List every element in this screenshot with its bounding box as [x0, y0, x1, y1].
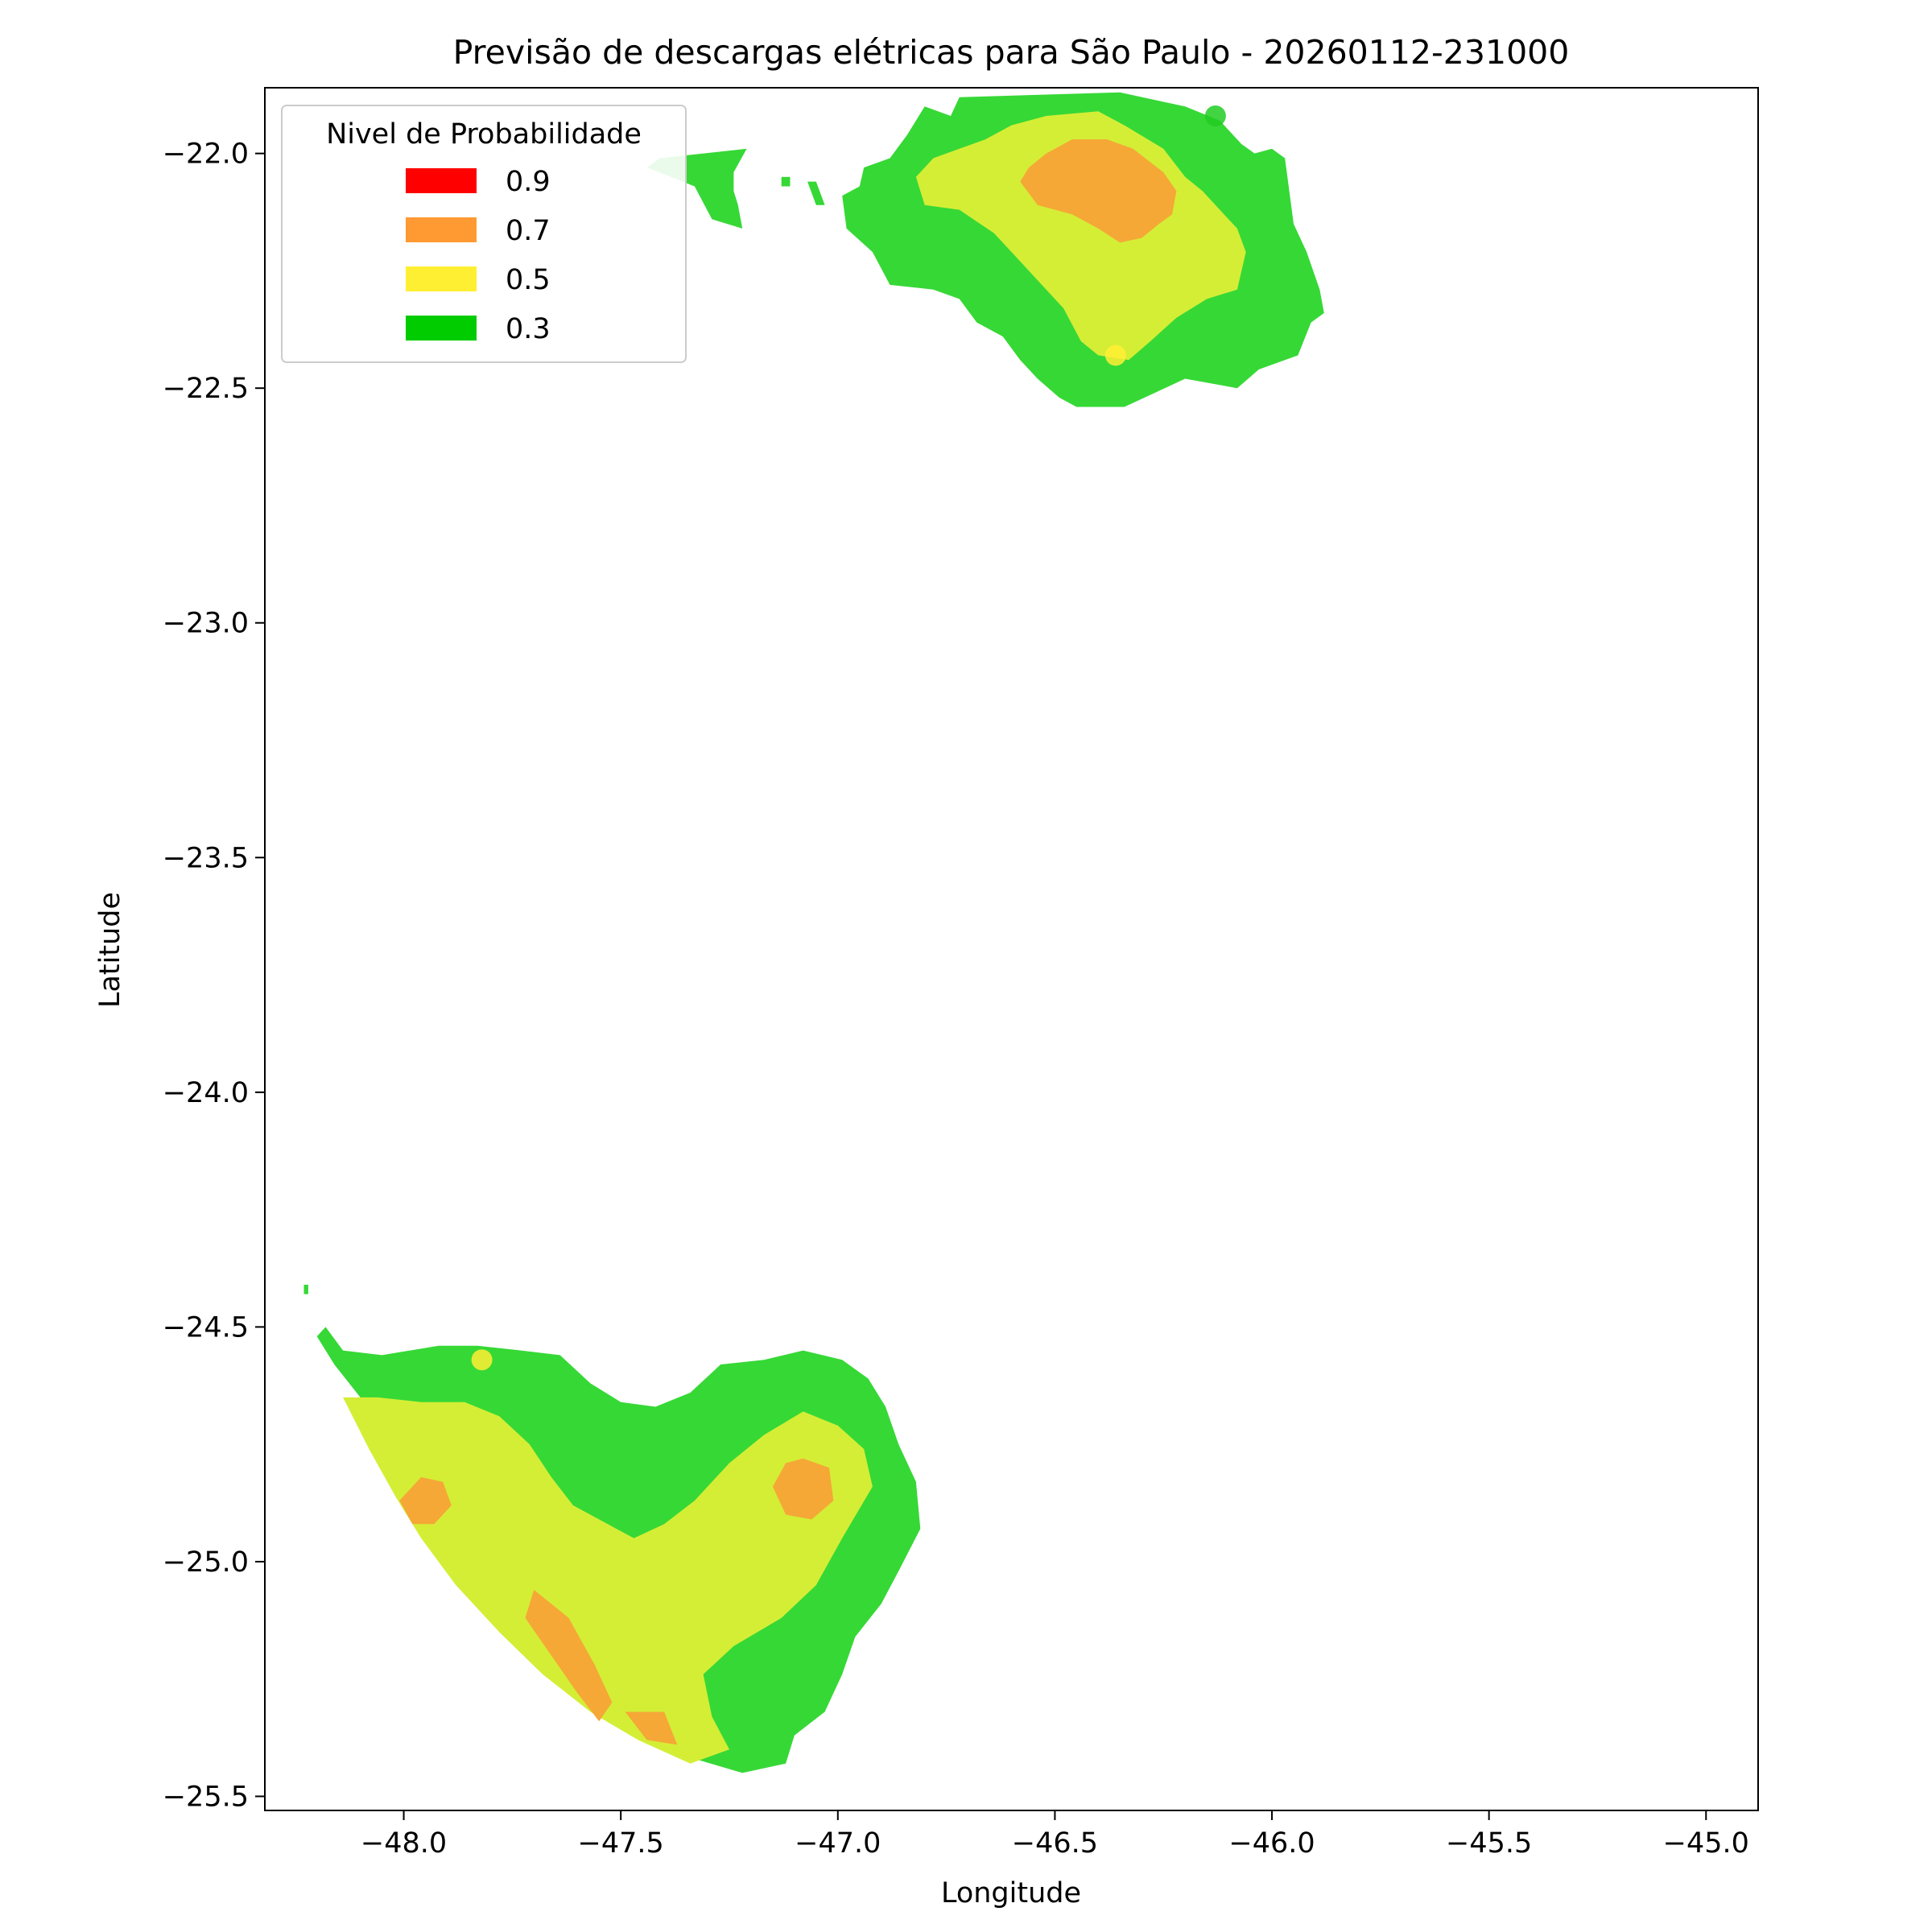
legend-swatch: [406, 217, 477, 242]
contour-level-07-area: [525, 1589, 613, 1722]
y-tick-label: −23.0: [163, 608, 249, 640]
contour-level-03-area: [781, 176, 791, 187]
y-tick-label: −23.5: [163, 842, 249, 874]
plot-frame: [264, 87, 1759, 1811]
y-tick-label: −24.0: [163, 1077, 249, 1109]
x-tick-label: −47.0: [795, 1827, 881, 1860]
contour-level-07-area: [1020, 139, 1177, 243]
x-tick-label: −45.0: [1663, 1827, 1749, 1860]
contour-level-07-area: [399, 1477, 452, 1525]
y-tick-label: −25.5: [163, 1781, 249, 1814]
lightning-point-marker: [1104, 345, 1126, 366]
contour-level-03-area: [303, 1284, 308, 1294]
south-cluster: [303, 1284, 921, 1773]
legend-title: Nivel de Probabilidade: [326, 118, 642, 151]
y-axis-label: Latitude: [94, 892, 126, 1008]
legend-entry-label: 0.5: [506, 264, 551, 296]
north-cluster: [646, 92, 1324, 407]
x-tick-label: −45.5: [1446, 1827, 1532, 1860]
contour-level-07-area: [625, 1711, 678, 1745]
x-tick-label: −46.5: [1012, 1827, 1098, 1860]
legend-swatch: [406, 266, 477, 291]
contour-level-03-area: [807, 181, 825, 205]
chart-title: Previsão de descargas elétricas para São…: [453, 33, 1570, 72]
legend-entries: 0.9 0.7 0.5 0.3: [406, 166, 551, 345]
lightning-point-marker: [1204, 105, 1226, 126]
x-axis-label: Longitude: [941, 1877, 1081, 1909]
y-tick-label: −22.0: [163, 138, 249, 171]
y-tick-label: −24.5: [163, 1311, 249, 1344]
y-tick-label: −22.5: [163, 373, 249, 405]
legend-box: [281, 105, 687, 363]
legend: Nivel de Probabilidade 0.9 0.7 0.5 0.3: [281, 105, 687, 363]
lightning-point-marker: [471, 1349, 493, 1371]
legend-swatch: [406, 316, 477, 341]
legend-swatch: [406, 168, 477, 193]
x-axis: −48.0 −47.5 −47.0 −46.5 −46.0 −45.5 −45.0: [361, 1810, 1749, 1860]
contour-level-07-area: [772, 1458, 834, 1520]
legend-entry-label: 0.3: [506, 313, 551, 345]
x-tick-label: −47.5: [578, 1827, 664, 1860]
x-tick-label: −48.0: [361, 1827, 447, 1860]
legend-entry-label: 0.7: [506, 215, 551, 247]
plot-area: [303, 92, 1324, 1773]
y-axis: −22.0 −22.5 −23.0 −23.5 −24.0 −24.5 −25.0 −25.5: [163, 138, 265, 1814]
y-tick-label: −25.0: [163, 1546, 249, 1579]
contour-level-05-area: [343, 1397, 873, 1764]
legend-entry-label: 0.9: [506, 166, 551, 198]
x-tick-label: −46.0: [1228, 1827, 1315, 1860]
